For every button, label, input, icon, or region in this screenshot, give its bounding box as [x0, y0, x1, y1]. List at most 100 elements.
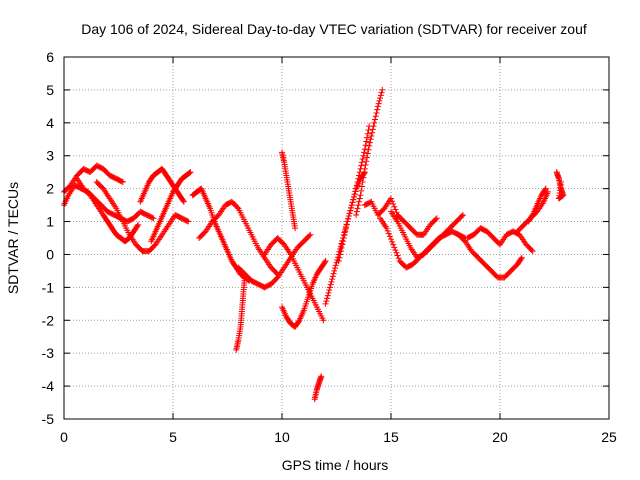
data-point — [518, 255, 525, 262]
data-point — [374, 106, 381, 113]
y-tick-label: 3 — [46, 148, 54, 164]
series-track-n — [311, 373, 325, 403]
y-tick-label: 2 — [46, 181, 54, 197]
data-point — [135, 221, 142, 228]
data-point — [342, 228, 349, 235]
data-point — [321, 259, 328, 266]
y-tick-label: 5 — [46, 82, 54, 98]
data-point — [390, 241, 397, 248]
data-point — [355, 202, 362, 209]
data-point — [336, 254, 343, 261]
data-point — [358, 183, 365, 190]
data-point — [358, 162, 365, 169]
data-point — [134, 222, 141, 229]
series-track-t — [388, 208, 466, 261]
data-point — [361, 149, 368, 156]
data-point — [320, 317, 327, 324]
data-point — [363, 138, 370, 145]
data-point — [365, 126, 372, 133]
data-point — [353, 182, 360, 189]
data-point — [324, 295, 331, 302]
y-tick-label: 4 — [46, 115, 54, 131]
y-tick-label: 1 — [46, 214, 54, 230]
data-point — [528, 213, 535, 220]
series-track-u — [455, 231, 525, 281]
data-point — [292, 225, 299, 232]
data-point — [324, 292, 331, 299]
data-point — [350, 193, 357, 200]
data-point — [529, 248, 536, 255]
data-point — [374, 103, 381, 110]
data-point — [352, 188, 359, 195]
data-point — [361, 165, 368, 172]
data-point — [354, 179, 361, 186]
data-point — [358, 159, 365, 166]
data-point — [353, 185, 360, 192]
data-point — [373, 109, 380, 116]
data-point — [340, 235, 347, 241]
data-point — [322, 300, 329, 307]
data-point — [342, 225, 349, 232]
data-point — [363, 158, 370, 165]
data-point — [184, 217, 191, 224]
data-point — [359, 156, 366, 163]
data-point — [365, 146, 372, 153]
series-track-d — [93, 179, 192, 255]
axis-ticks — [63, 56, 610, 420]
data-point — [326, 287, 333, 294]
data-point — [375, 100, 382, 107]
data-point — [356, 195, 363, 202]
data-point — [368, 132, 375, 139]
data-point — [356, 198, 363, 205]
data-point — [322, 258, 329, 265]
y-tick-label: 6 — [46, 49, 54, 65]
series-track-k — [261, 235, 327, 324]
series-track-j — [235, 231, 314, 291]
data-point — [118, 178, 125, 185]
y-tick-label: -4 — [42, 378, 55, 394]
data-point — [383, 225, 390, 232]
series-track-e — [137, 165, 187, 205]
grid — [64, 57, 609, 419]
x-tick-label: 10 — [274, 429, 290, 445]
y-tick-label: 0 — [46, 246, 54, 262]
data-point — [362, 162, 369, 169]
data-point — [360, 174, 367, 181]
data-point — [336, 248, 343, 255]
plot-frame — [63, 56, 610, 420]
tick-labels: 0 5 10 15 20 25 -5 -4 -3 -2 -1 0 1 2 3 4 5 6 — [42, 49, 617, 445]
data-point — [385, 230, 392, 237]
data-point — [432, 216, 439, 223]
data-point — [364, 134, 371, 141]
data-point — [345, 213, 352, 220]
data-point — [528, 247, 535, 254]
series-track-v — [464, 225, 536, 255]
data-point — [359, 179, 366, 186]
data-point — [329, 273, 336, 280]
data-point — [357, 192, 364, 199]
data-point — [340, 238, 347, 245]
series-track-m — [279, 258, 329, 330]
data-point — [350, 196, 357, 203]
data-point — [433, 215, 440, 222]
data-point — [364, 154, 371, 161]
data-point — [185, 218, 192, 225]
data-point — [295, 318, 302, 325]
data-point — [369, 126, 376, 133]
data-point — [394, 252, 401, 259]
data-point — [180, 197, 187, 204]
data-point — [332, 262, 339, 269]
data-point — [330, 270, 337, 277]
data-point — [378, 89, 385, 96]
data-point — [343, 221, 350, 228]
data-point — [337, 248, 344, 255]
data-point — [361, 170, 368, 177]
data-point — [326, 284, 333, 291]
series-track-h — [196, 198, 281, 278]
data-point — [329, 276, 336, 283]
data-point — [518, 254, 525, 261]
data-point — [356, 169, 363, 176]
data-point — [349, 199, 356, 206]
series-track-q — [353, 86, 386, 218]
